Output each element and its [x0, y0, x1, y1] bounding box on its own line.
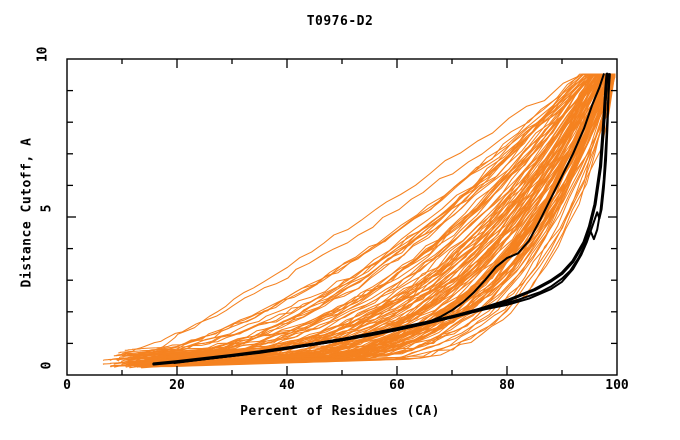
x-tick-label-60: 60 [389, 378, 405, 393]
prediction-curve [139, 73, 616, 368]
prediction-curve [118, 73, 598, 354]
prediction-curve [124, 73, 588, 351]
highlighted-curve [176, 73, 611, 364]
prediction-curve [113, 73, 605, 365]
prediction-curves-layer [102, 73, 616, 369]
x-tick-label-0: 0 [63, 378, 71, 393]
prediction-curve [134, 73, 593, 354]
x-tick-label-20: 20 [169, 378, 185, 393]
prediction-curve [141, 73, 616, 368]
x-tick-label-100: 100 [605, 378, 629, 393]
highlighted-curves-layer [152, 72, 611, 366]
x-tick-label-80: 80 [499, 378, 515, 393]
chart-title: T0976-D2 [306, 14, 374, 29]
x-tick-label-40: 40 [279, 378, 295, 393]
prediction-curve [138, 73, 605, 360]
axes-layer [66, 58, 618, 376]
x-axis-label: Percent of Residues (CA) [240, 404, 440, 419]
prediction-curve [143, 73, 598, 363]
prediction-curve [139, 73, 616, 368]
prediction-curve [116, 73, 597, 357]
prediction-curve [140, 73, 616, 369]
